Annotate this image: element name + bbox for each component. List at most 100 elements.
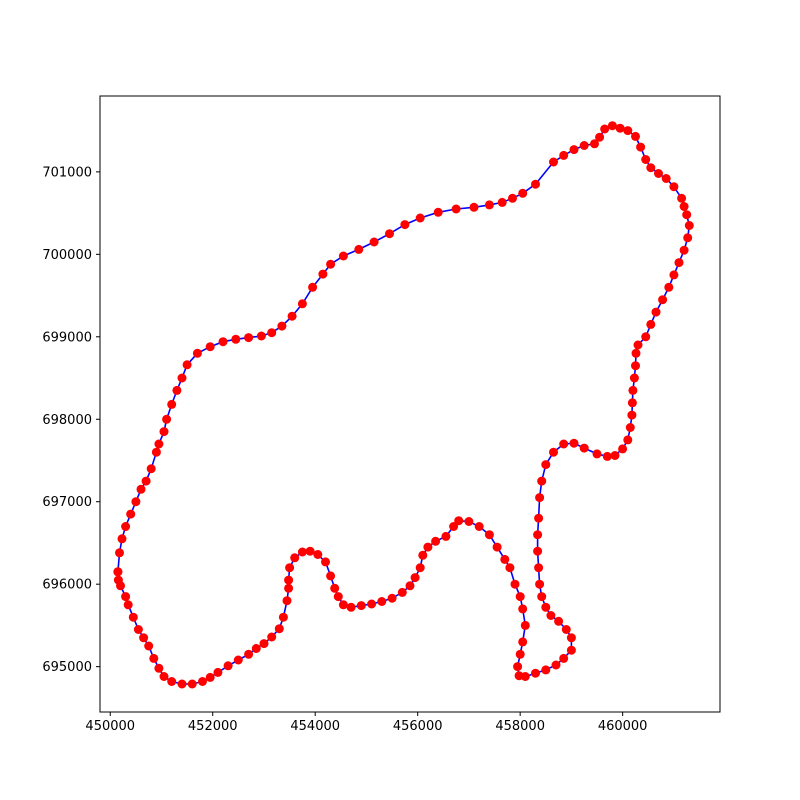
- data-point: [541, 460, 551, 470]
- data-point: [356, 601, 366, 611]
- data-point: [144, 641, 154, 651]
- data-point: [515, 592, 525, 602]
- data-point: [400, 220, 410, 230]
- data-point: [218, 337, 228, 347]
- data-point: [537, 592, 547, 602]
- data-point: [397, 587, 407, 597]
- data-point: [321, 557, 330, 567]
- data-point: [377, 597, 387, 606]
- data-point: [549, 447, 558, 457]
- data-point: [579, 141, 589, 150]
- data-point: [326, 571, 336, 581]
- data-point: [223, 661, 233, 671]
- data-point: [629, 373, 639, 383]
- data-point: [415, 563, 425, 573]
- data-point: [518, 637, 528, 647]
- data-point: [631, 131, 640, 141]
- data-point: [385, 229, 394, 239]
- data-point: [679, 202, 689, 211]
- x-tick-label: 452000: [188, 719, 238, 734]
- data-point: [566, 645, 576, 655]
- x-tick-label: 458000: [495, 719, 545, 734]
- data-point: [549, 157, 558, 167]
- y-tick-label: 696000: [42, 578, 92, 593]
- data-point: [669, 270, 679, 280]
- data-point: [541, 602, 551, 612]
- data-point: [618, 444, 628, 454]
- data-point: [451, 204, 461, 214]
- data-point: [117, 534, 127, 544]
- data-point: [305, 546, 315, 556]
- data-point: [625, 423, 635, 432]
- data-point: [162, 414, 172, 424]
- data-point: [646, 163, 656, 173]
- data-point: [154, 439, 164, 449]
- data-point: [259, 639, 269, 649]
- data-point: [154, 663, 164, 673]
- data-point: [661, 174, 671, 183]
- data-point: [177, 373, 187, 383]
- data-point: [205, 672, 215, 682]
- data-point: [469, 202, 479, 212]
- data-point: [610, 451, 620, 460]
- data-point: [167, 677, 177, 686]
- data-point: [551, 660, 561, 670]
- data-point: [631, 348, 641, 358]
- data-point: [590, 139, 599, 149]
- data-point: [251, 644, 261, 653]
- data-point: [146, 464, 156, 474]
- data-point: [615, 123, 625, 133]
- data-point: [651, 307, 661, 317]
- data-point: [508, 193, 517, 203]
- data-point: [367, 599, 377, 609]
- data-point: [658, 295, 668, 305]
- data-point: [497, 197, 507, 207]
- data-point: [187, 679, 197, 689]
- data-point: [484, 200, 494, 210]
- data-point: [449, 522, 459, 531]
- data-point: [244, 333, 254, 343]
- y-tick-label: 695000: [42, 660, 92, 675]
- data-point: [518, 604, 528, 614]
- data-point: [126, 509, 136, 519]
- data-point: [172, 385, 182, 395]
- data-point: [520, 672, 530, 681]
- data-point: [326, 259, 336, 269]
- data-point: [233, 655, 243, 665]
- data-point: [669, 182, 679, 192]
- data-point: [546, 611, 556, 620]
- data-point: [534, 563, 544, 573]
- data-point: [244, 649, 254, 659]
- data-point: [559, 150, 569, 160]
- data-point: [121, 592, 131, 602]
- data-point: [484, 530, 494, 540]
- y-tick-label: 697000: [42, 495, 92, 510]
- data-point: [579, 443, 589, 453]
- data-point: [602, 451, 612, 461]
- data-point: [151, 447, 161, 457]
- data-point: [115, 548, 124, 558]
- data-point: [492, 542, 502, 552]
- data-point: [308, 282, 318, 292]
- data-point: [636, 142, 646, 152]
- data-point: [541, 665, 551, 675]
- data-point: [464, 517, 474, 526]
- data-point: [418, 550, 428, 560]
- data-point: [354, 244, 364, 254]
- data-point: [405, 581, 415, 591]
- data-point: [569, 438, 579, 448]
- data-point: [474, 522, 484, 531]
- data-point: [607, 121, 617, 131]
- data-point: [198, 677, 207, 686]
- data-point: [537, 476, 547, 486]
- plot-frame: [99, 95, 721, 713]
- data-point: [338, 600, 348, 610]
- series-layer: [113, 121, 694, 689]
- data-point: [682, 210, 692, 220]
- data-point: [677, 193, 687, 203]
- data-point: [535, 493, 545, 503]
- data-point: [113, 567, 123, 577]
- data-point: [159, 427, 169, 437]
